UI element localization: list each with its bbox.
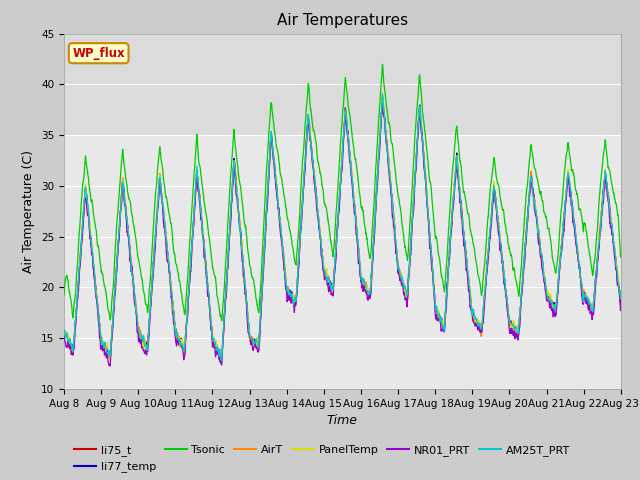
- X-axis label: Time: Time: [327, 414, 358, 427]
- Bar: [64, 34, 621, 135]
- Y-axis label: Air Temperature (C): Air Temperature (C): [22, 150, 35, 273]
- Legend: li75_t, li77_temp, Tsonic, AirT, PanelTemp, NR01_PRT, AM25T_PRT: li75_t, li77_temp, Tsonic, AirT, PanelTe…: [70, 441, 574, 477]
- Title: Air Temperatures: Air Temperatures: [277, 13, 408, 28]
- Text: WP_flux: WP_flux: [72, 47, 125, 60]
